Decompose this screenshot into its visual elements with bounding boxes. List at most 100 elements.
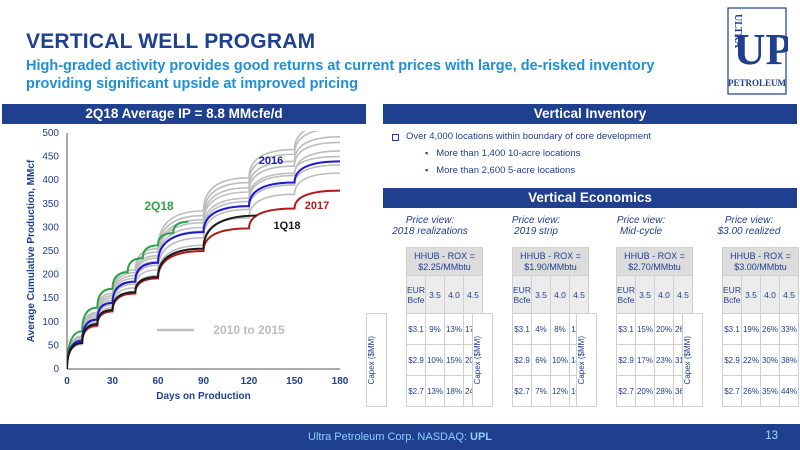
y-tick-label: 400: [42, 175, 59, 186]
capex-axis-label: Capex ($MM): [366, 313, 387, 407]
hhub-rox-header: HHUB - ROX = $3.00/MMbtu: [722, 247, 799, 276]
series-label: 2Q18: [144, 199, 174, 213]
eur-value: 4.0: [760, 275, 780, 314]
return-cell: 26%: [741, 375, 761, 407]
x-tick-label: 30: [107, 376, 119, 387]
series-line-2010-to-2015: [67, 150, 341, 369]
returns-matrix: HHUB - ROX = $3.00/MMbtu EUR Bcfe 3.5 4.0 4.5…: [682, 247, 799, 407]
series-line-2010-to-2015: [67, 172, 341, 369]
returns-matrix: HHUB - ROX = $2.70/MMbtu EUR Bcfe 3.5 4.0 4.5…: [576, 247, 693, 407]
return-cell: 10%: [550, 344, 570, 376]
series-line-2010-to-2015: [67, 141, 341, 369]
capex-value: $3.1: [512, 313, 532, 345]
capex-axis-label: Capex ($MM): [576, 313, 597, 407]
capex-value: $2.7: [722, 375, 742, 407]
x-tick-label: 0: [64, 376, 70, 387]
return-cell: 26%: [760, 313, 780, 345]
eur-value: 4.0: [550, 275, 570, 314]
capex-value: $2.9: [512, 344, 532, 376]
page-title: VERTICAL WELL PROGRAM: [26, 30, 316, 53]
return-cell: 20%: [635, 375, 655, 407]
return-cell: 20%: [654, 313, 674, 345]
series-line-2010-to-2015: [67, 131, 307, 369]
series-line-2010-to-2015: [67, 131, 320, 369]
capex-value: $2.9: [616, 344, 636, 376]
return-cell: 15%: [444, 344, 464, 376]
x-tick-label: 180: [332, 376, 349, 387]
x-axis-label: Days on Production: [156, 391, 250, 402]
page-subtitle: High-graded activity provides good retur…: [26, 58, 655, 92]
return-cell: 12%: [550, 375, 570, 407]
series-label: 1Q18: [274, 220, 301, 232]
capex-value: $2.7: [512, 375, 532, 407]
capex-value: $2.9: [406, 344, 426, 376]
series-label: 2016: [259, 155, 283, 167]
capex-value: $2.7: [406, 375, 426, 407]
y-tick-label: 200: [42, 270, 59, 281]
eur-value: 3.5: [741, 275, 761, 314]
capex-value: $3.1: [616, 313, 636, 345]
return-cell: 13%: [444, 313, 464, 345]
cumulative-production-chart: 0 50 100 150 200 250 300 350 400 450 500 0 30 60 90 120…: [26, 128, 349, 402]
y-tick-label: 500: [42, 128, 59, 139]
logo-petroleum-text: PETROLEUM: [728, 78, 787, 88]
x-tick-label: 60: [152, 376, 164, 387]
footer-bar: Ultra Petroleum Corp. NASDAQ: UPL 13: [0, 424, 800, 450]
series-line-2010-to-2015: [67, 155, 341, 369]
return-cell: 4%: [531, 313, 551, 345]
capex-axis-label: Capex ($MM): [682, 313, 703, 407]
return-cell: 6%: [531, 344, 551, 376]
price-view-label: Price view: 2018 realizations: [392, 215, 468, 237]
y-tick-label: 50: [48, 340, 60, 351]
return-cell: 22%: [741, 344, 761, 376]
capex-axis-label: Capex ($MM): [472, 313, 493, 407]
inventory-header-band: Vertical Inventory: [383, 104, 797, 124]
eur-value: 4.0: [444, 275, 464, 314]
eur-label: EUR Bcfe: [406, 275, 426, 314]
returns-matrix: HHUB - ROX = $2.25/MMbtu EUR Bcfe 3.5 4.0 4.5…: [366, 247, 483, 407]
logo-mark-text: UP: [734, 25, 788, 74]
price-view-label: Price view: $3.00 realized: [717, 215, 781, 237]
return-cell: 13%: [425, 375, 445, 407]
return-cell: 35%: [760, 375, 780, 407]
return-cell: 30%: [760, 344, 780, 376]
x-tick-label: 120: [241, 376, 258, 387]
price-view-label: Price view: Mid-cycle: [616, 215, 666, 237]
return-cell: 23%: [654, 344, 674, 376]
y-tick-label: 100: [42, 317, 59, 328]
hhub-rox-header: HHUB - ROX = $2.70/MMbtu: [616, 247, 693, 276]
capex-value: $3.1: [722, 313, 742, 345]
series-label: 2017: [305, 200, 329, 212]
x-tick-label: 150: [286, 376, 303, 387]
return-cell: 38%: [779, 344, 799, 376]
return-cell: 19%: [741, 313, 761, 345]
series-line-2016: [67, 160, 341, 369]
eur-value: 3.5: [531, 275, 551, 314]
return-cell: 7%: [531, 375, 551, 407]
eur-value: 4.5: [463, 275, 483, 314]
series-label: 2010 to 2015: [213, 323, 285, 337]
series-line-2010-to-2015: [67, 164, 341, 369]
y-tick-label: 450: [42, 152, 59, 163]
ip-header-band: 2Q18 Average IP = 8.8 MMcfe/d: [2, 104, 366, 124]
footer-text: Ultra Petroleum Corp. NASDAQ: UPL: [308, 431, 492, 443]
eur-label: EUR Bcfe: [512, 275, 532, 314]
return-cell: 28%: [654, 375, 674, 407]
returns-matrix: HHUB - ROX = $1.90/MMbtu EUR Bcfe 3.5 4.0 4.5…: [472, 247, 589, 407]
capex-value: $2.7: [616, 375, 636, 407]
eur-value: 3.5: [425, 275, 445, 314]
y-tick-label: 350: [42, 199, 59, 210]
y-tick-label: 0: [53, 364, 59, 375]
eur-value: 4.5: [569, 275, 589, 314]
return-cell: 15%: [635, 313, 655, 345]
return-cell: 9%: [425, 313, 445, 345]
y-axis-label: Average Cumulative Production, MMcf: [26, 159, 37, 342]
capex-value: $2.9: [722, 344, 742, 376]
logo-ultra-text: ULTRA: [732, 14, 743, 49]
footer-ticker: UPL: [470, 431, 492, 443]
eur-label: EUR Bcfe: [722, 275, 742, 314]
series-line-2q18: [67, 220, 189, 369]
series-line-1q18: [67, 214, 257, 369]
y-tick-label: 300: [42, 222, 59, 233]
return-cell: 10%: [425, 344, 445, 376]
